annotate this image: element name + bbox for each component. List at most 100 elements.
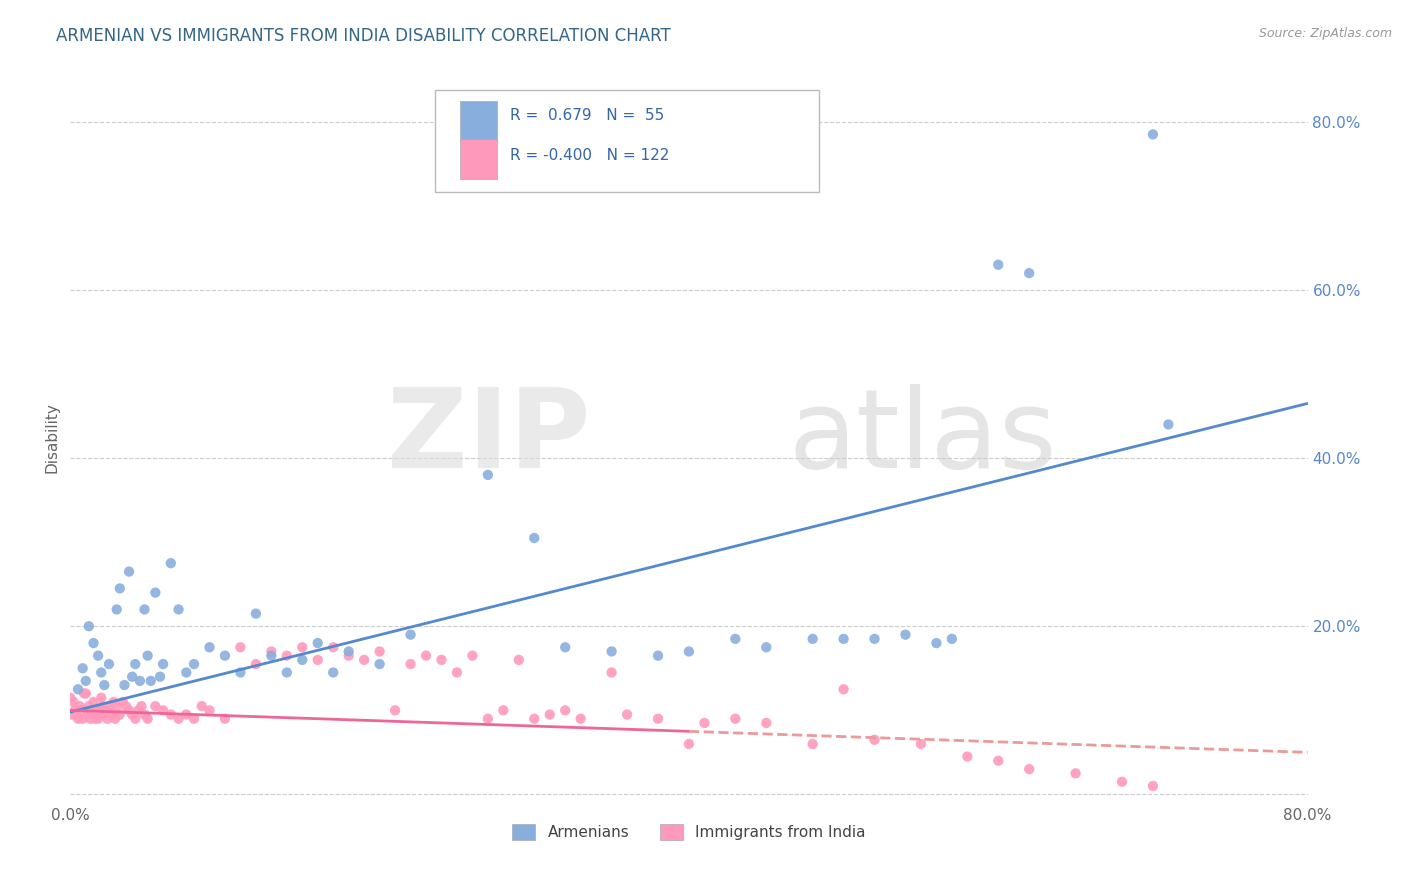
Point xyxy=(72,661,94,675)
Point xyxy=(136,648,159,663)
Point xyxy=(214,648,236,663)
Point xyxy=(925,636,948,650)
Point xyxy=(801,737,824,751)
Point xyxy=(70,703,93,717)
Text: atlas: atlas xyxy=(787,384,1056,491)
Point xyxy=(89,703,111,717)
Point xyxy=(307,653,329,667)
Point xyxy=(941,632,963,646)
Point xyxy=(477,467,499,482)
Point xyxy=(59,690,82,705)
Point xyxy=(94,703,117,717)
Text: R =  0.679   N =  55: R = 0.679 N = 55 xyxy=(509,108,664,123)
Point xyxy=(229,640,252,655)
Point xyxy=(118,703,141,717)
Point xyxy=(1157,417,1180,432)
Point xyxy=(183,657,205,671)
Point xyxy=(198,640,221,655)
Point xyxy=(160,556,183,570)
Point xyxy=(446,665,468,680)
FancyBboxPatch shape xyxy=(460,139,498,179)
Point xyxy=(108,707,131,722)
Point xyxy=(80,707,103,722)
Point xyxy=(863,732,886,747)
Point xyxy=(152,657,174,671)
Point xyxy=(174,707,197,722)
Point xyxy=(136,712,159,726)
Point xyxy=(987,258,1010,272)
Point xyxy=(69,699,91,714)
Point xyxy=(167,712,190,726)
Point xyxy=(538,707,561,722)
Point xyxy=(214,712,236,726)
Point xyxy=(73,686,96,700)
Point xyxy=(399,657,422,671)
Text: ARMENIAN VS IMMIGRANTS FROM INDIA DISABILITY CORRELATION CHART: ARMENIAN VS IMMIGRANTS FROM INDIA DISABI… xyxy=(56,27,671,45)
Point xyxy=(191,699,214,714)
Point xyxy=(337,648,360,663)
Point xyxy=(1064,766,1087,780)
Text: Source: ZipAtlas.com: Source: ZipAtlas.com xyxy=(1258,27,1392,40)
Point xyxy=(134,602,156,616)
Point xyxy=(79,712,101,726)
Point xyxy=(139,673,162,688)
Point xyxy=(105,699,128,714)
Point xyxy=(91,699,114,714)
Point xyxy=(801,632,824,646)
Point xyxy=(1018,266,1040,280)
Point xyxy=(63,703,86,717)
Point xyxy=(60,707,83,722)
Point xyxy=(100,703,122,717)
Point xyxy=(678,644,700,658)
Point xyxy=(90,690,112,705)
Point xyxy=(384,703,406,717)
Point xyxy=(554,640,576,655)
Point xyxy=(291,653,314,667)
Point xyxy=(93,678,115,692)
Point xyxy=(98,699,120,714)
Point xyxy=(724,632,747,646)
Point xyxy=(104,712,127,726)
Point xyxy=(399,627,422,641)
Point xyxy=(678,737,700,751)
Point xyxy=(322,665,344,680)
FancyBboxPatch shape xyxy=(436,90,818,192)
Point xyxy=(956,749,979,764)
Point xyxy=(127,703,149,717)
Point xyxy=(198,703,221,717)
Point xyxy=(145,699,166,714)
Point xyxy=(291,640,314,655)
Point xyxy=(82,636,105,650)
Point xyxy=(508,653,530,667)
Point xyxy=(124,712,146,726)
Point xyxy=(353,653,375,667)
Point xyxy=(129,673,152,688)
Point xyxy=(337,644,360,658)
Point xyxy=(863,632,886,646)
Point xyxy=(77,699,100,714)
Point xyxy=(600,644,623,658)
Point xyxy=(477,712,499,726)
Point xyxy=(87,712,110,726)
Point xyxy=(121,707,143,722)
Point xyxy=(554,703,576,717)
Point xyxy=(87,648,110,663)
Point xyxy=(245,607,267,621)
Point xyxy=(86,703,108,717)
Point xyxy=(103,695,125,709)
Point xyxy=(245,657,267,671)
Point xyxy=(101,707,124,722)
Point xyxy=(461,648,484,663)
Point xyxy=(160,707,183,722)
Point xyxy=(118,565,141,579)
Point xyxy=(124,657,146,671)
Legend: Armenians, Immigrants from India: Armenians, Immigrants from India xyxy=(506,818,872,847)
Point xyxy=(111,695,134,709)
Point xyxy=(75,686,97,700)
Point xyxy=(755,640,778,655)
Point xyxy=(260,644,283,658)
Point xyxy=(114,678,135,692)
Point xyxy=(1142,779,1164,793)
Point xyxy=(72,712,94,726)
Point xyxy=(121,670,143,684)
